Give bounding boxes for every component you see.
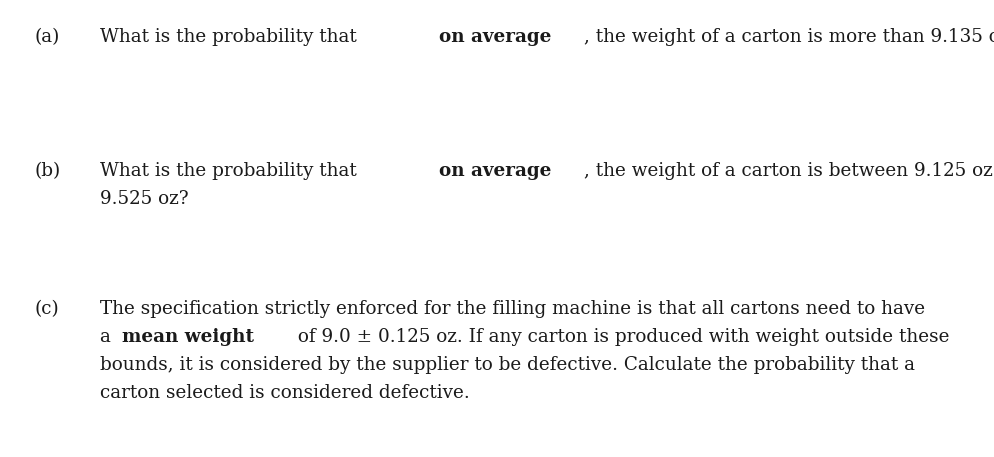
Text: The specification strictly enforced for the filling machine is that all cartons : The specification strictly enforced for … <box>100 300 924 318</box>
Text: 9.525 oz?: 9.525 oz? <box>100 190 189 208</box>
Text: mean weight: mean weight <box>121 328 253 346</box>
Text: a: a <box>100 328 116 346</box>
Text: on average: on average <box>438 162 551 180</box>
Text: , the weight of a carton is between 9.125 oz and: , the weight of a carton is between 9.12… <box>583 162 994 180</box>
Text: What is the probability that: What is the probability that <box>100 28 362 46</box>
Text: (c): (c) <box>35 300 60 318</box>
Text: bounds, it is considered by the supplier to be defective. Calculate the probabil: bounds, it is considered by the supplier… <box>100 356 914 374</box>
Text: (a): (a) <box>35 28 61 46</box>
Text: , the weight of a carton is more than 9.135 oz?: , the weight of a carton is more than 9.… <box>583 28 994 46</box>
Text: on average: on average <box>438 28 551 46</box>
Text: What is the probability that: What is the probability that <box>100 162 362 180</box>
Text: (b): (b) <box>35 162 62 180</box>
Text: carton selected is considered defective.: carton selected is considered defective. <box>100 384 469 402</box>
Text: of 9.0 ± 0.125 oz. If any carton is produced with weight outside these: of 9.0 ± 0.125 oz. If any carton is prod… <box>291 328 948 346</box>
